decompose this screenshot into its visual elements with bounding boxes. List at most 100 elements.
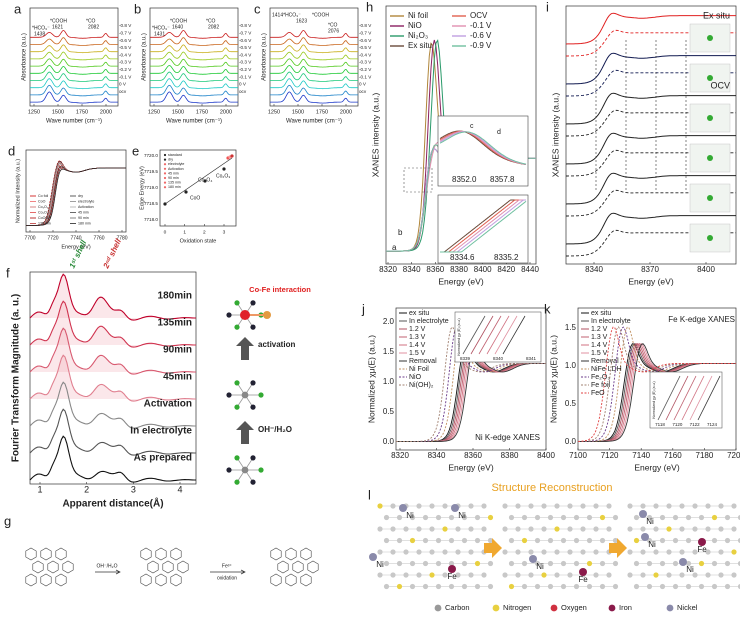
atom bbox=[659, 583, 666, 590]
spectrum bbox=[270, 78, 358, 90]
label: *CO bbox=[328, 22, 338, 28]
atom bbox=[573, 514, 580, 521]
ring bbox=[32, 560, 44, 574]
atom bbox=[258, 392, 264, 398]
atom bbox=[659, 537, 666, 544]
label: -0.5 V bbox=[359, 45, 372, 50]
label: *HCO₃⁻ bbox=[152, 25, 170, 31]
label: -0.2 V bbox=[239, 67, 252, 72]
spectrum bbox=[270, 71, 358, 82]
legend-label: 180 min bbox=[168, 185, 181, 189]
y-axis-label: Normalized χμ(E) (a.u.) bbox=[548, 335, 558, 423]
inset-line bbox=[470, 315, 494, 355]
label: Ni bbox=[646, 517, 654, 526]
x-tick-label: 8340 bbox=[403, 265, 421, 274]
atom bbox=[461, 514, 468, 521]
atom bbox=[567, 572, 573, 578]
atom bbox=[241, 391, 249, 399]
label: -0.2 V bbox=[119, 67, 132, 72]
label: -0.7 V bbox=[239, 31, 252, 36]
label: b bbox=[398, 228, 403, 237]
atom bbox=[396, 514, 403, 521]
atom bbox=[593, 526, 599, 532]
atom bbox=[586, 583, 593, 590]
atom bbox=[521, 560, 528, 567]
panel-label: c bbox=[254, 1, 261, 16]
atom bbox=[731, 503, 737, 509]
label: *CO bbox=[206, 18, 216, 24]
spectrum bbox=[565, 92, 736, 125]
atom bbox=[612, 583, 619, 590]
atom bbox=[422, 537, 429, 544]
y-axis-label: Fourier Transform Magnitude (a. u.) bbox=[11, 294, 22, 462]
atom bbox=[685, 514, 692, 521]
spectrum bbox=[440, 199, 526, 253]
atom bbox=[250, 380, 256, 386]
legend-label: Fe foil bbox=[591, 382, 611, 389]
point bbox=[163, 202, 167, 206]
label: 7124 bbox=[707, 422, 718, 427]
atom bbox=[234, 324, 240, 330]
label: Ni bbox=[648, 540, 656, 549]
legend-label: 1.2 V bbox=[409, 326, 426, 333]
legend-label: Ex situ bbox=[408, 41, 432, 50]
legend-label: Ni Foil bbox=[409, 366, 429, 373]
atom bbox=[711, 560, 718, 567]
atom bbox=[474, 537, 481, 544]
atom bbox=[567, 549, 573, 555]
y-tick-label: 7718.5 bbox=[144, 201, 158, 206]
atom bbox=[718, 549, 724, 555]
legend-label: Iron bbox=[619, 603, 632, 612]
legend-swatch bbox=[163, 163, 167, 166]
atom bbox=[560, 583, 567, 590]
atom bbox=[234, 404, 240, 410]
plot-frame bbox=[395, 307, 547, 451]
label: OCV bbox=[710, 80, 730, 90]
legend-label: Fe₂O₃ bbox=[591, 374, 610, 381]
label: -0.4 V bbox=[119, 52, 132, 57]
spectrum bbox=[30, 58, 118, 68]
label: 8335.2 bbox=[494, 253, 519, 262]
atom bbox=[383, 514, 390, 521]
atom bbox=[534, 537, 541, 544]
legend-label: -0.9 V bbox=[470, 41, 492, 50]
atom bbox=[692, 549, 698, 555]
label: Ni bbox=[376, 560, 384, 569]
label: c bbox=[470, 123, 474, 130]
atom bbox=[707, 35, 713, 41]
atom bbox=[474, 560, 481, 567]
atom bbox=[234, 455, 240, 461]
spectrum bbox=[29, 381, 196, 429]
spectrum bbox=[26, 167, 126, 226]
y-tick-label: 0.0 bbox=[565, 437, 577, 446]
legend-label: 135 min bbox=[168, 181, 181, 185]
atom bbox=[711, 583, 718, 590]
plot-frame bbox=[149, 7, 239, 107]
legend-label: -0.6 V bbox=[470, 31, 492, 40]
label: 1623 bbox=[296, 18, 307, 24]
ring bbox=[162, 560, 174, 574]
inset-line bbox=[657, 375, 681, 421]
atom bbox=[502, 572, 508, 578]
x-tick-label: 3 bbox=[131, 484, 136, 494]
spectrum bbox=[30, 71, 118, 82]
ring bbox=[25, 547, 37, 561]
x-tick-label: 8400 bbox=[697, 265, 715, 274]
x-tick-label: 1250 bbox=[148, 109, 160, 115]
x-tick-label: 8360 bbox=[464, 451, 482, 460]
label: Normalized χμ (E) (a.u.) bbox=[457, 318, 461, 355]
label: Co₃O₄ bbox=[198, 177, 212, 183]
atom bbox=[487, 537, 494, 544]
atom bbox=[515, 503, 521, 509]
atom bbox=[547, 560, 554, 567]
panel-label: a bbox=[14, 1, 22, 16]
label: -0.6 V bbox=[239, 38, 252, 43]
ring bbox=[285, 547, 297, 561]
label: oxidation bbox=[217, 575, 237, 581]
x-tick-label: 7700 bbox=[24, 235, 35, 241]
label: Co-Fe interaction bbox=[249, 285, 311, 294]
label: Activation bbox=[144, 399, 192, 410]
label: ocv bbox=[119, 89, 127, 94]
atom bbox=[646, 560, 653, 567]
